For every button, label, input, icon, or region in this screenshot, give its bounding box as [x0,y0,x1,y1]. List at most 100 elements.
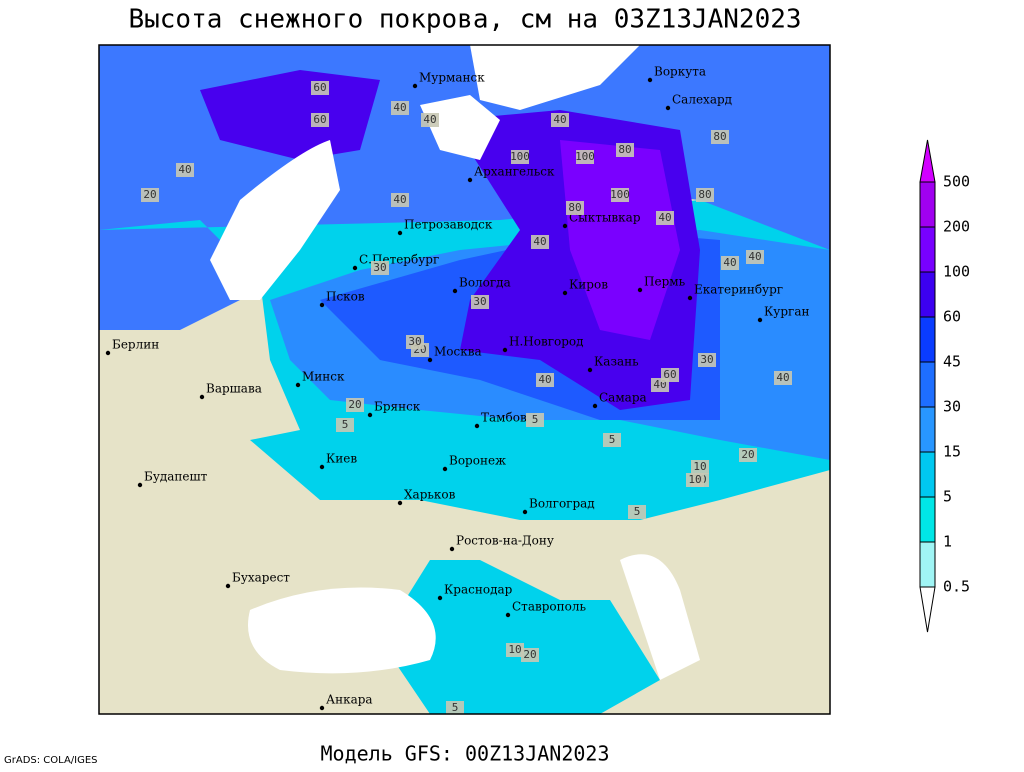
city-label: Вологда [459,276,511,290]
city-dot [319,302,325,308]
contour-label-box [711,130,729,144]
city-dot [587,367,593,373]
contour-label: 80 [568,201,581,214]
map: Мурманск Воркута Салехард Архангельск Сыктыв… [99,45,830,714]
contour-label: 40 [723,256,736,269]
contour-label: 10 [508,643,521,656]
contour-label-box [656,211,674,225]
contour-label: 40 [423,113,436,126]
contour-label: 20 [143,188,156,201]
contour-label: 30 [408,335,421,348]
contour-label: 80 [713,130,726,143]
city-label: Тамбов [481,411,527,425]
city-dot [505,612,511,618]
city-label: Курган [764,305,809,319]
snow-north [200,70,380,160]
contour-label-box [421,113,439,127]
contour-label-box [746,250,764,264]
contour-label: 5 [532,413,539,426]
colorbar-band [919,541,936,588]
contour-label-box [471,295,489,309]
contour-label-box [531,235,549,249]
colorbar-label: 200 [943,218,970,236]
city-label: Варшава [206,382,262,396]
contour-label: 100 [575,150,595,163]
contour-label-box [616,143,634,157]
contour-label-box [176,163,194,177]
contour-label: 40 [748,250,761,263]
contour-label: 40 [178,163,191,176]
city-label: Брянск [374,400,421,414]
contour-label: 5 [634,505,641,518]
contour-label: 60 [663,368,676,381]
contour-label-box [371,261,389,275]
contour-label-box [391,193,409,207]
contour-label-box [536,373,554,387]
city-label: Ростов-на-Дону [456,534,554,548]
colorbar-label: 30 [943,398,961,416]
city-label: Минск [302,370,345,384]
city-label: Мурманск [419,71,485,85]
barents-sea [470,45,640,110]
colorbar-label: 100 [943,263,970,281]
city-dot [687,295,693,301]
city-label: Самара [599,391,647,405]
contour-label-box [311,113,329,127]
city-dot [225,583,231,589]
contour-label-box [526,413,544,427]
city-label: Салехард [672,93,732,107]
city-dot [412,83,418,89]
city-label: Волгоград [529,497,595,511]
city-dot [352,265,358,271]
contour-label-box [774,371,792,385]
contour-label: 20 [523,648,536,661]
city-dot [397,500,403,506]
title: Высота снежного покрова, см на 03Z13JAN2… [128,5,801,35]
city-label: Архангельск [474,165,555,179]
contour-label-box [511,150,529,164]
city-dot [449,546,455,552]
contour-label-box [566,201,584,215]
contour-label: 40 [538,373,551,386]
contour-label-box [739,448,757,462]
contour-label: 5 [452,701,459,714]
city-dot [427,357,433,363]
colorbar-band [919,181,936,228]
city-label: Будапешт [144,470,208,484]
snow-caucasus [380,560,660,714]
city-dot [199,394,205,400]
city-dot [647,77,653,83]
city-dot [562,290,568,296]
contour-label-box [406,335,424,349]
colorbar-label: 5 [943,488,952,506]
city-label: Анкара [326,693,373,707]
city-label: Харьков [404,488,456,502]
contour-label: 80 [698,188,711,201]
contour-label-box [698,353,716,367]
contour-label-box [521,648,539,662]
contour-label: 80 [618,143,631,156]
city-label: Москва [434,345,482,359]
colorbar-label: 60 [943,308,961,326]
credit: GrADS: COLA/IGES [4,755,98,766]
city-dot [592,403,598,409]
contour-label: 5 [609,433,616,446]
contour-label: 60 [313,113,326,126]
contour-label: 10 [693,460,706,473]
colorbar-label: 500 [943,173,970,191]
black-sea [248,587,436,674]
city-label: Ставрополь [512,600,586,614]
city-dot [474,423,480,429]
colorbar-band [919,451,936,498]
city-dot [562,223,568,229]
contour-label: 40 [393,101,406,114]
city-dot [757,317,763,323]
contour-label: 40 [658,211,671,224]
contour-label-box [576,150,594,164]
city-dot [467,177,473,183]
baltic-sea [210,140,340,300]
contour-label-box [628,505,646,519]
city-dot [367,412,373,418]
city-dot [105,350,111,356]
city-dot [319,705,325,711]
